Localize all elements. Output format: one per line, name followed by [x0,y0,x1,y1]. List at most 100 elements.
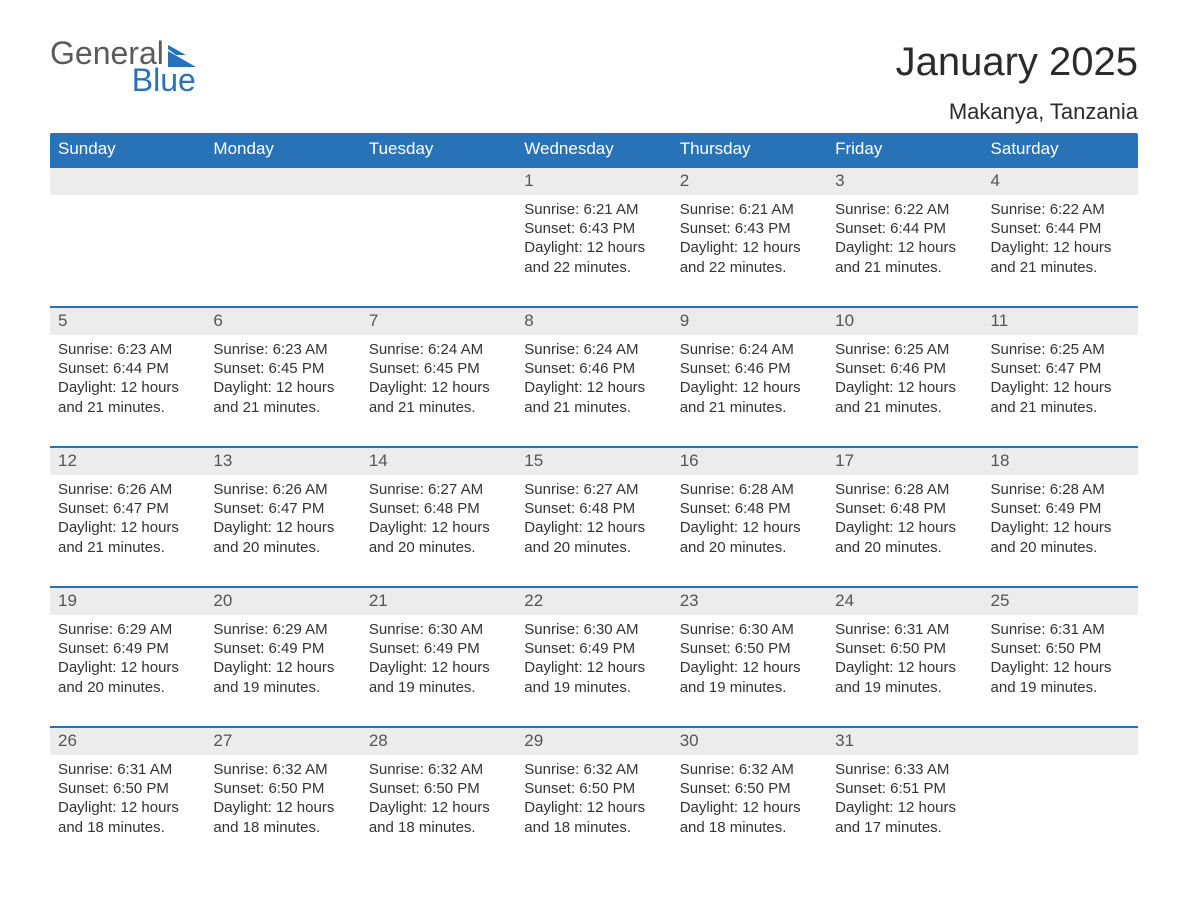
day-number: 9 [672,306,827,335]
day-body: Sunrise: 6:26 AMSunset: 6:47 PMDaylight:… [205,475,360,571]
day-body: Sunrise: 6:23 AMSunset: 6:44 PMDaylight:… [50,335,205,431]
day-body: Sunrise: 6:27 AMSunset: 6:48 PMDaylight:… [361,475,516,571]
day-body: Sunrise: 6:29 AMSunset: 6:49 PMDaylight:… [50,615,205,711]
page: General Blue January 2025 Makanya, Tanza… [0,0,1188,918]
day-cell: 15Sunrise: 6:27 AMSunset: 6:48 PMDayligh… [516,446,671,586]
logo: General Blue [50,40,196,94]
week-row: 1Sunrise: 6:21 AMSunset: 6:43 PMDaylight… [50,166,1138,306]
day-cell: 31Sunrise: 6:33 AMSunset: 6:51 PMDayligh… [827,726,982,866]
day-body: Sunrise: 6:23 AMSunset: 6:45 PMDaylight:… [205,335,360,431]
empty-day-bar [205,166,360,195]
logo-word-2: Blue [132,62,196,98]
day-number: 29 [516,726,671,755]
day-cell: 12Sunrise: 6:26 AMSunset: 6:47 PMDayligh… [50,446,205,586]
day-cell: 24Sunrise: 6:31 AMSunset: 6:50 PMDayligh… [827,586,982,726]
day-of-week-cell: Thursday [672,133,827,166]
day-cell: 19Sunrise: 6:29 AMSunset: 6:49 PMDayligh… [50,586,205,726]
day-of-week-cell: Saturday [983,133,1138,166]
day-cell: 3Sunrise: 6:22 AMSunset: 6:44 PMDaylight… [827,166,982,306]
day-cell: 22Sunrise: 6:30 AMSunset: 6:49 PMDayligh… [516,586,671,726]
day-number: 25 [983,586,1138,615]
day-number: 18 [983,446,1138,475]
day-number: 4 [983,166,1138,195]
day-number: 3 [827,166,982,195]
day-body: Sunrise: 6:26 AMSunset: 6:47 PMDaylight:… [50,475,205,571]
day-cell: 20Sunrise: 6:29 AMSunset: 6:49 PMDayligh… [205,586,360,726]
week-row: 19Sunrise: 6:29 AMSunset: 6:49 PMDayligh… [50,586,1138,726]
day-number: 30 [672,726,827,755]
day-body: Sunrise: 6:30 AMSunset: 6:50 PMDaylight:… [672,615,827,711]
day-of-week-cell: Friday [827,133,982,166]
day-of-week-cell: Tuesday [361,133,516,166]
day-body: Sunrise: 6:21 AMSunset: 6:43 PMDaylight:… [672,195,827,291]
day-body: Sunrise: 6:32 AMSunset: 6:50 PMDaylight:… [672,755,827,851]
calendar: SundayMondayTuesdayWednesdayThursdayFrid… [50,133,1138,866]
day-cell: 30Sunrise: 6:32 AMSunset: 6:50 PMDayligh… [672,726,827,866]
day-number: 7 [361,306,516,335]
day-body: Sunrise: 6:22 AMSunset: 6:44 PMDaylight:… [827,195,982,291]
day-body: Sunrise: 6:21 AMSunset: 6:43 PMDaylight:… [516,195,671,291]
day-cell: 14Sunrise: 6:27 AMSunset: 6:48 PMDayligh… [361,446,516,586]
day-number: 6 [205,306,360,335]
title-block: January 2025 Makanya, Tanzania [896,40,1138,125]
day-body: Sunrise: 6:24 AMSunset: 6:46 PMDaylight:… [672,335,827,431]
empty-day-bar [50,166,205,195]
day-cell: 28Sunrise: 6:32 AMSunset: 6:50 PMDayligh… [361,726,516,866]
day-cell: 26Sunrise: 6:31 AMSunset: 6:50 PMDayligh… [50,726,205,866]
day-cell: 5Sunrise: 6:23 AMSunset: 6:44 PMDaylight… [50,306,205,446]
day-of-week-cell: Wednesday [516,133,671,166]
day-cell: 1Sunrise: 6:21 AMSunset: 6:43 PMDaylight… [516,166,671,306]
day-cell: 18Sunrise: 6:28 AMSunset: 6:49 PMDayligh… [983,446,1138,586]
day-body: Sunrise: 6:31 AMSunset: 6:50 PMDaylight:… [50,755,205,851]
day-number: 2 [672,166,827,195]
day-number: 11 [983,306,1138,335]
day-body: Sunrise: 6:28 AMSunset: 6:48 PMDaylight:… [672,475,827,571]
day-cell: 4Sunrise: 6:22 AMSunset: 6:44 PMDaylight… [983,166,1138,306]
day-cell: 9Sunrise: 6:24 AMSunset: 6:46 PMDaylight… [672,306,827,446]
day-cell: 21Sunrise: 6:30 AMSunset: 6:49 PMDayligh… [361,586,516,726]
empty-day-bar [983,726,1138,755]
day-cell: 27Sunrise: 6:32 AMSunset: 6:50 PMDayligh… [205,726,360,866]
day-number: 24 [827,586,982,615]
empty-day-bar [361,166,516,195]
day-number: 12 [50,446,205,475]
day-body: Sunrise: 6:33 AMSunset: 6:51 PMDaylight:… [827,755,982,851]
day-body: Sunrise: 6:32 AMSunset: 6:50 PMDaylight:… [205,755,360,851]
day-body: Sunrise: 6:31 AMSunset: 6:50 PMDaylight:… [827,615,982,711]
day-body: Sunrise: 6:28 AMSunset: 6:49 PMDaylight:… [983,475,1138,571]
day-number: 10 [827,306,982,335]
day-number: 16 [672,446,827,475]
day-body: Sunrise: 6:31 AMSunset: 6:50 PMDaylight:… [983,615,1138,711]
day-cell: 16Sunrise: 6:28 AMSunset: 6:48 PMDayligh… [672,446,827,586]
day-cell [983,726,1138,866]
weeks-container: 1Sunrise: 6:21 AMSunset: 6:43 PMDaylight… [50,166,1138,866]
day-number: 14 [361,446,516,475]
day-number: 23 [672,586,827,615]
day-of-week-cell: Monday [205,133,360,166]
day-number: 19 [50,586,205,615]
day-body: Sunrise: 6:29 AMSunset: 6:49 PMDaylight:… [205,615,360,711]
day-body: Sunrise: 6:22 AMSunset: 6:44 PMDaylight:… [983,195,1138,291]
day-number: 8 [516,306,671,335]
day-number: 22 [516,586,671,615]
day-body: Sunrise: 6:27 AMSunset: 6:48 PMDaylight:… [516,475,671,571]
day-cell [361,166,516,306]
day-cell: 17Sunrise: 6:28 AMSunset: 6:48 PMDayligh… [827,446,982,586]
day-number: 13 [205,446,360,475]
week-row: 26Sunrise: 6:31 AMSunset: 6:50 PMDayligh… [50,726,1138,866]
day-body: Sunrise: 6:28 AMSunset: 6:48 PMDaylight:… [827,475,982,571]
day-number: 20 [205,586,360,615]
day-body: Sunrise: 6:32 AMSunset: 6:50 PMDaylight:… [516,755,671,851]
day-body: Sunrise: 6:25 AMSunset: 6:46 PMDaylight:… [827,335,982,431]
day-of-week-cell: Sunday [50,133,205,166]
day-cell: 2Sunrise: 6:21 AMSunset: 6:43 PMDaylight… [672,166,827,306]
day-number: 17 [827,446,982,475]
week-row: 12Sunrise: 6:26 AMSunset: 6:47 PMDayligh… [50,446,1138,586]
header: General Blue January 2025 Makanya, Tanza… [50,40,1138,125]
day-body: Sunrise: 6:24 AMSunset: 6:45 PMDaylight:… [361,335,516,431]
day-body: Sunrise: 6:25 AMSunset: 6:47 PMDaylight:… [983,335,1138,431]
day-cell: 13Sunrise: 6:26 AMSunset: 6:47 PMDayligh… [205,446,360,586]
day-cell: 8Sunrise: 6:24 AMSunset: 6:46 PMDaylight… [516,306,671,446]
day-number: 21 [361,586,516,615]
day-body: Sunrise: 6:24 AMSunset: 6:46 PMDaylight:… [516,335,671,431]
